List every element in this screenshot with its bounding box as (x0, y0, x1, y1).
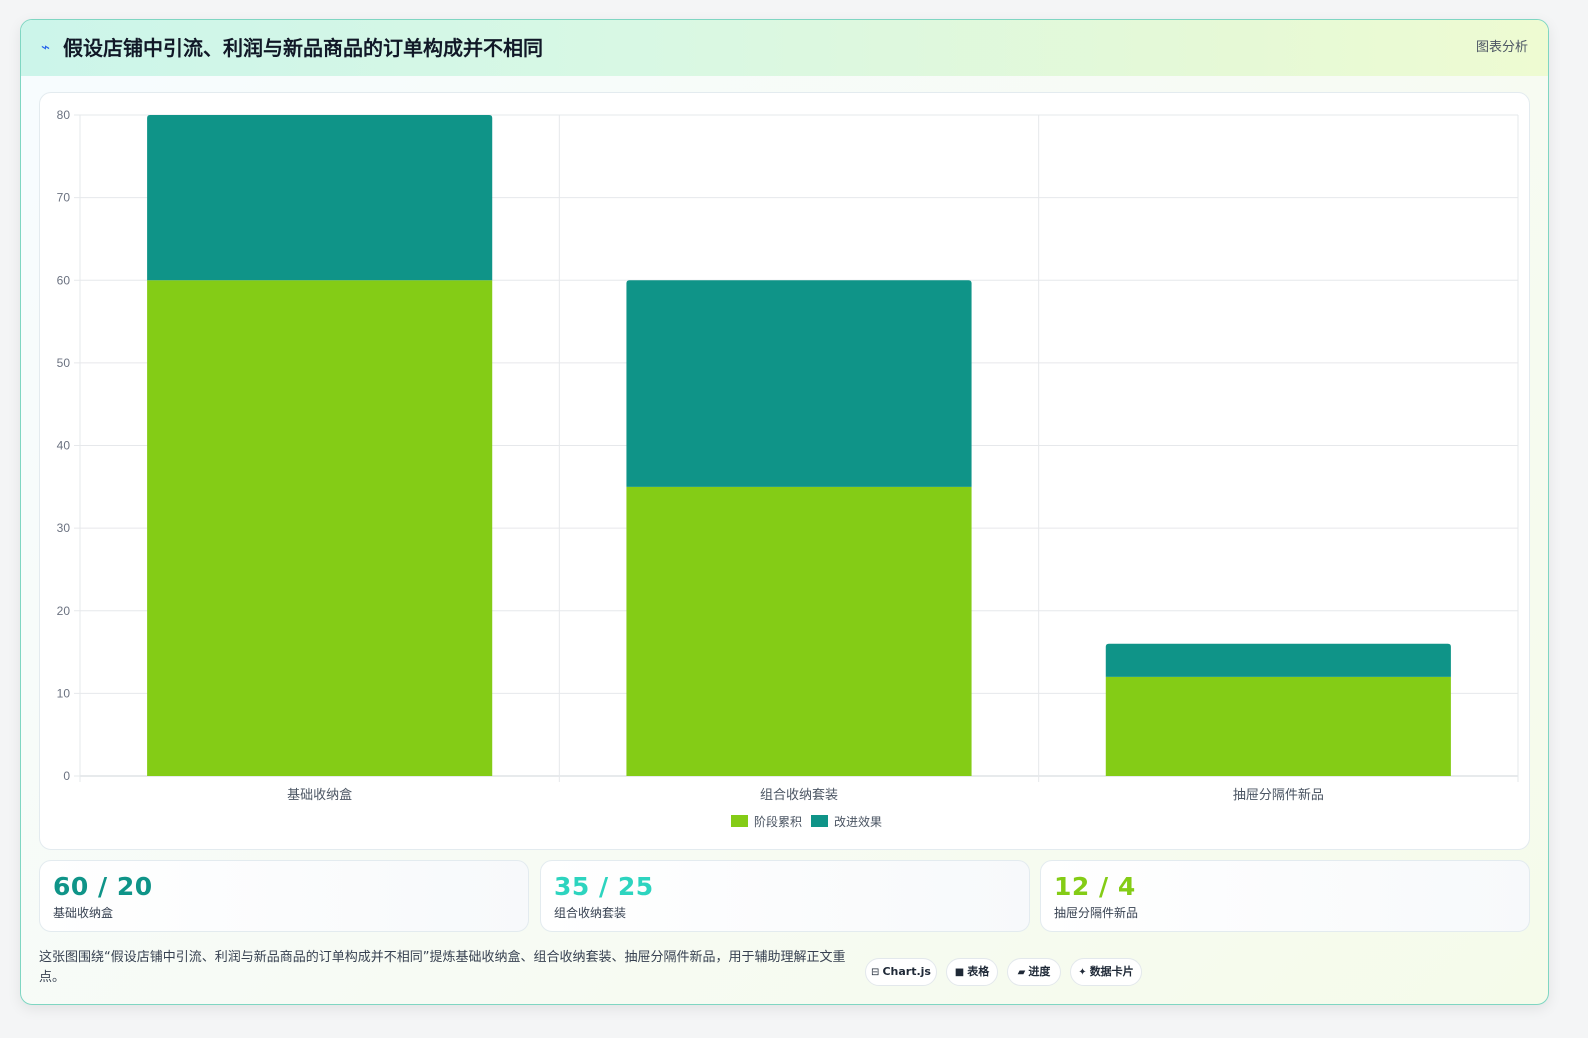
y-tick-label: 10 (57, 686, 71, 700)
y-tick-label: 0 (63, 769, 70, 783)
y-tick-label: 50 (57, 356, 71, 370)
tag-data-card[interactable]: ✦ 数据卡片 (1070, 958, 1142, 986)
bar-segment (1105, 676, 1451, 776)
bar-segment (147, 280, 493, 776)
chart-description: 这张图围绕“假设店铺中引流、利润与新品商品的订单构成并不相同”提炼基础收纳盒、组… (39, 950, 846, 985)
stat-card-basic: 60 / 20 基础收纳盒 (39, 860, 529, 932)
chart-title: 假设店铺中引流、利润与新品商品的订单构成并不相同 (63, 36, 543, 60)
pulse-icon: ⌁ (41, 38, 51, 56)
tag-label: Chart.js (882, 965, 931, 978)
x-tick-label: 基础收纳盒 (287, 787, 352, 803)
y-tick-label: 60 (57, 273, 71, 287)
tag-chartjs[interactable]: ⊟ Chart.js (865, 958, 937, 986)
chart-icon: ⊟ (871, 967, 880, 978)
bar-segment (1105, 643, 1451, 677)
y-tick-label: 40 (57, 439, 71, 453)
stat-label: 抽屉分隔件新品 (1054, 906, 1139, 920)
legend-swatch (811, 815, 828, 827)
stat-value: 60 / 20 (53, 872, 153, 901)
tag-table[interactable]: ■ 表格 (946, 958, 998, 986)
legend-label: 阶段累积 (754, 814, 802, 829)
y-tick-label: 80 (57, 108, 71, 122)
stat-value: 12 / 4 (1054, 872, 1136, 901)
y-tick-label: 30 (57, 521, 71, 535)
legend-label: 改进效果 (834, 814, 882, 829)
bar-segment (626, 486, 972, 776)
chart-analysis-link[interactable]: 图表分析 (1475, 40, 1528, 55)
table-icon: ■ (954, 967, 965, 978)
stat-label: 基础收纳盒 (53, 906, 114, 920)
y-tick-label: 20 (57, 604, 71, 618)
bar-segment (147, 115, 493, 281)
tag-label: 数据卡片 (1089, 965, 1134, 978)
stat-label: 组合收纳套装 (554, 906, 627, 920)
tag-label: 表格 (967, 965, 990, 978)
x-tick-label: 组合收纳套装 (760, 787, 838, 803)
legend-swatch (731, 815, 748, 827)
card-header: ⌁ 假设店铺中引流、利润与新品商品的订单构成并不相同 图表分析 (21, 20, 1548, 76)
y-tick-label: 70 (57, 191, 71, 205)
progress-icon: ▰ (1017, 967, 1026, 978)
bar-segment (626, 280, 972, 487)
tag-label: 进度 (1028, 965, 1051, 978)
sparkle-icon: ✦ (1078, 967, 1087, 978)
chart-card: ⌁ 假设店铺中引流、利润与新品商品的订单构成并不相同 图表分析 0 10 20 30 4… (20, 19, 1549, 1005)
stat-value: 35 / 25 (554, 872, 654, 901)
tag-progress[interactable]: ▰ 进度 (1007, 958, 1061, 986)
stat-card-combo: 35 / 25 组合收纳套装 (540, 860, 1030, 932)
stat-card-drawer: 12 / 4 抽屉分隔件新品 (1040, 860, 1530, 932)
chart-area: 0 10 20 30 40 50 60 70 80 基础收纳盒 组合收纳套装 抽屉分隔件新品阶段累积 改… (39, 92, 1530, 850)
x-tick-label: 抽屉分隔件新品 (1233, 787, 1324, 803)
